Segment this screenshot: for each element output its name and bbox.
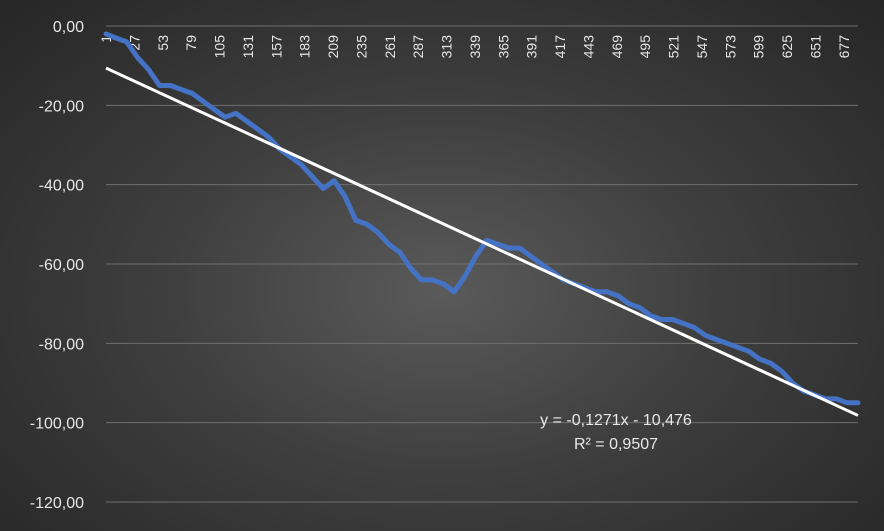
x-tick-label: 599 [751,35,767,59]
series-line [103,31,861,406]
x-tick-label: 677 [836,35,852,59]
x-tick-label: 573 [722,35,738,59]
x-tick-label: 469 [609,35,625,59]
x-tick-label: 235 [353,35,369,59]
x-tick-label: 443 [580,35,596,59]
x-tick-label: 183 [297,35,313,59]
y-tick-label: -60,00 [39,257,84,274]
x-tick-label: 365 [495,35,511,59]
x-tick-label: 131 [240,35,256,59]
x-tick-label: 339 [467,35,483,59]
x-tick-label: 79 [183,35,199,51]
y-tick-label: -80,00 [39,336,84,353]
x-tick-label: 261 [382,35,398,59]
x-tick-label: 209 [325,35,341,59]
y-tick-label: 0,00 [53,19,84,36]
trendline [105,66,859,417]
y-tick-label: -20,00 [39,98,84,115]
gridlines [106,25,858,503]
x-tick-label: 1 [98,35,114,43]
y-axis-tick-labels: 0,00 -20,00 -40,00 -60,00 -80,00 -100,00 -120,… [30,19,84,512]
x-axis-tick-labels: 1 27 53 79 105 131 157 183 209 235 261 287 313 339 365… [98,35,852,59]
x-tick-label: 651 [807,35,823,59]
x-tick-label: 105 [212,35,228,59]
x-tick-label: 625 [779,35,795,59]
x-tick-label: 547 [694,35,710,59]
x-tick-label: 157 [268,35,284,59]
x-tick-label: 495 [637,35,653,59]
y-tick-label: -120,00 [30,495,84,512]
x-tick-label: 313 [439,35,455,59]
x-tick-label: 287 [410,35,426,59]
y-tick-label: -100,00 [30,416,84,433]
x-tick-label: 521 [666,35,682,59]
x-tick-label: 417 [552,35,568,59]
trendline-equation: y = -0,1271x - 10,476 [540,412,692,429]
x-tick-label: 391 [524,35,540,59]
x-tick-label: 53 [155,35,171,51]
trendline-r-squared: R² = 0,9507 [574,436,658,453]
y-tick-label: -40,00 [39,178,84,195]
